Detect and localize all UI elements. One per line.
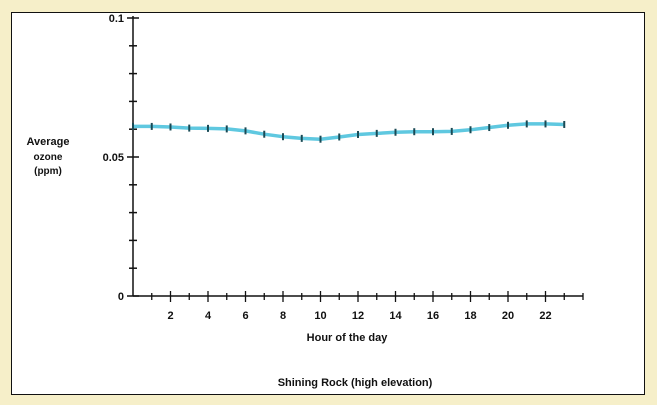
y-axis-label-line-2: ozone bbox=[34, 152, 63, 163]
x-tick-label: 18 bbox=[464, 310, 476, 322]
x-tick-label: 20 bbox=[502, 310, 514, 322]
chart-frame bbox=[11, 12, 645, 395]
x-tick-label: 14 bbox=[389, 310, 402, 322]
x-tick-label: 16 bbox=[427, 310, 439, 322]
x-tick-label: 10 bbox=[314, 310, 326, 322]
x-tick-label: 4 bbox=[205, 310, 212, 322]
x-axis-label: Hour of the day bbox=[307, 332, 389, 344]
x-tick-label: 8 bbox=[280, 310, 286, 322]
ozone-series-line bbox=[133, 122, 565, 141]
x-tick-label: 6 bbox=[242, 310, 248, 322]
x-tick-label: 22 bbox=[539, 310, 551, 322]
y-tick-label: 0 bbox=[118, 291, 124, 303]
chart-caption: Shining Rock (high elevation) bbox=[278, 377, 433, 389]
y-axis-label-line-3: (ppm) bbox=[34, 166, 62, 177]
y-tick-label: 0.05 bbox=[103, 152, 124, 164]
y-axis-label-line-1: Average bbox=[26, 136, 69, 148]
x-tick-label: 2 bbox=[167, 310, 173, 322]
x-tick-label: 12 bbox=[352, 310, 364, 322]
y-tick-label: 0.1 bbox=[109, 13, 124, 25]
